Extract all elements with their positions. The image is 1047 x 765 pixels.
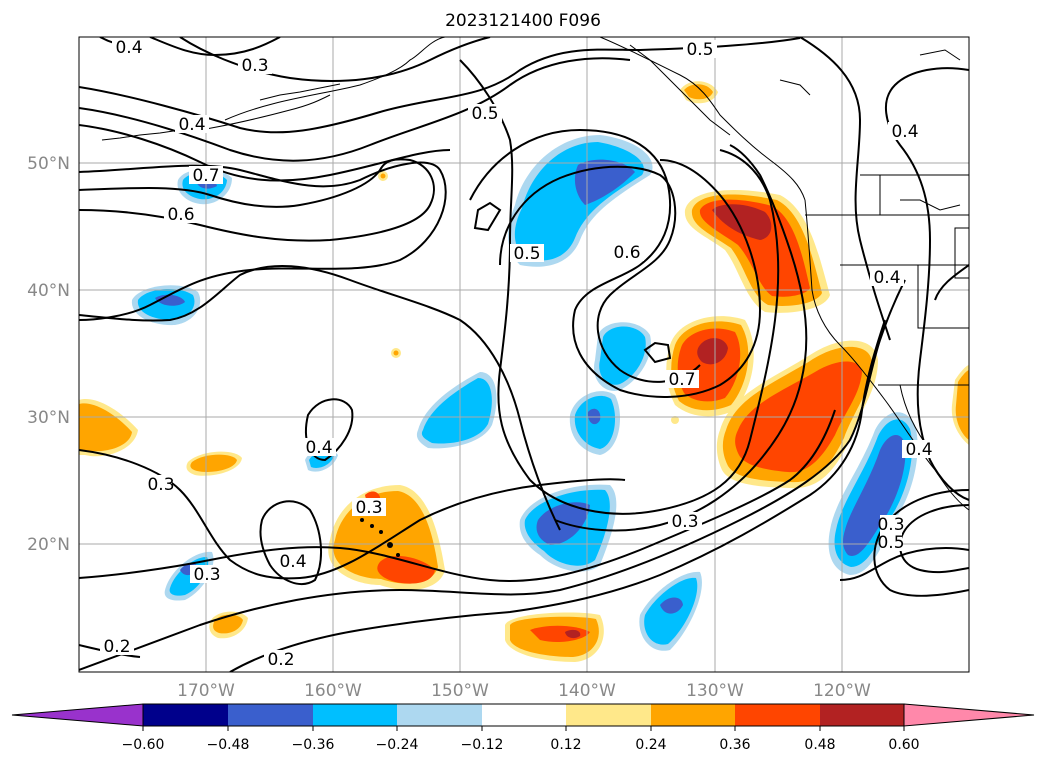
- figure-title: 2023121400 F096: [445, 11, 601, 31]
- contour-label: 0.4: [891, 122, 918, 142]
- colorbar-tick: 0.48: [804, 737, 835, 753]
- lon-label: 130°W: [686, 681, 744, 701]
- colorbar-tick: 0.36: [719, 737, 750, 753]
- colorbar-segment: [820, 704, 904, 726]
- contour-label: 0.3: [671, 512, 698, 532]
- colorbar-extend-min: [11, 703, 144, 727]
- contour-label: 0.2: [103, 637, 130, 657]
- lat-label: 50°N: [27, 154, 70, 174]
- colorbar-segment: [313, 704, 397, 726]
- lon-label: 150°W: [431, 681, 489, 701]
- contour-label: 0.3: [147, 475, 174, 495]
- colorbar-segment: [735, 704, 820, 726]
- latitude-labels: 50°N 40°N 30°N 20°N: [27, 154, 70, 555]
- colorbar-tick: −0.36: [292, 737, 335, 753]
- contour-label: 0.4: [305, 438, 332, 458]
- colorbar-segment: [397, 704, 482, 726]
- longitude-labels: 170°W 160°W 150°W 140°W 130°W 120°W: [177, 681, 871, 701]
- lat-label: 20°N: [27, 535, 70, 555]
- colorbar-tick: −0.48: [207, 737, 250, 753]
- contour-label: 0.3: [241, 56, 268, 76]
- contour-label: 0.7: [668, 370, 695, 390]
- contour-labels: 0.4 0.3 0.5 0.4 0.5 0.4 0.7 0.6 0.5 0.6: [100, 38, 936, 670]
- colorbar-segment: [143, 704, 228, 726]
- contour-label: 0.4: [279, 552, 306, 572]
- lat-label: 40°N: [27, 281, 70, 301]
- colorbar-tick: 0.12: [550, 737, 581, 753]
- colorbar-tick: −0.12: [461, 737, 504, 753]
- islands: [360, 518, 400, 557]
- colorbar: −0.60 −0.48 −0.36 −0.24 −0.12 0.12 0.24 …: [11, 703, 1035, 753]
- lon-label: 170°W: [177, 681, 235, 701]
- contour-label: 0.5: [686, 40, 713, 60]
- colorbar-segment: [651, 704, 735, 726]
- contour-label: 0.5: [513, 244, 540, 264]
- colorbar-tick: 0.24: [635, 737, 666, 753]
- colorbar-segment: [482, 704, 566, 726]
- colorbar-tick: −0.60: [122, 737, 165, 753]
- contour-label: 0.4: [873, 268, 900, 288]
- colorbar-segment: [566, 704, 651, 726]
- contour-label: 0.6: [613, 243, 640, 263]
- lon-label: 160°W: [304, 681, 362, 701]
- contour-label: 0.2: [267, 650, 294, 670]
- contour-label: 0.6: [167, 205, 194, 225]
- coastlines: [101, 37, 969, 511]
- colorbar-tick: 0.60: [888, 737, 919, 753]
- contour-label: 0.3: [193, 565, 220, 585]
- colorbar-tick: −0.24: [376, 737, 419, 753]
- colorbar-extend-max: [903, 703, 1035, 727]
- contour-label: 0.3: [877, 515, 904, 535]
- map-panel: 0.4 0.3 0.5 0.4 0.5 0.4 0.7 0.6 0.5 0.6: [78, 36, 970, 673]
- lon-label: 120°W: [813, 681, 871, 701]
- contour-label: 0.5: [877, 533, 904, 553]
- lat-label: 30°N: [27, 408, 70, 428]
- contour-label: 0.7: [192, 166, 219, 186]
- contour-label: 0.5: [471, 104, 498, 124]
- contour-label: 0.4: [115, 38, 142, 58]
- contour-label: 0.3: [355, 498, 382, 518]
- contour-label: 0.4: [905, 440, 932, 460]
- colorbar-segment: [228, 704, 313, 726]
- lon-label: 140°W: [558, 681, 616, 701]
- map-frame: [78, 36, 970, 673]
- contour-lines: [79, 37, 969, 672]
- contour-label: 0.4: [178, 115, 205, 135]
